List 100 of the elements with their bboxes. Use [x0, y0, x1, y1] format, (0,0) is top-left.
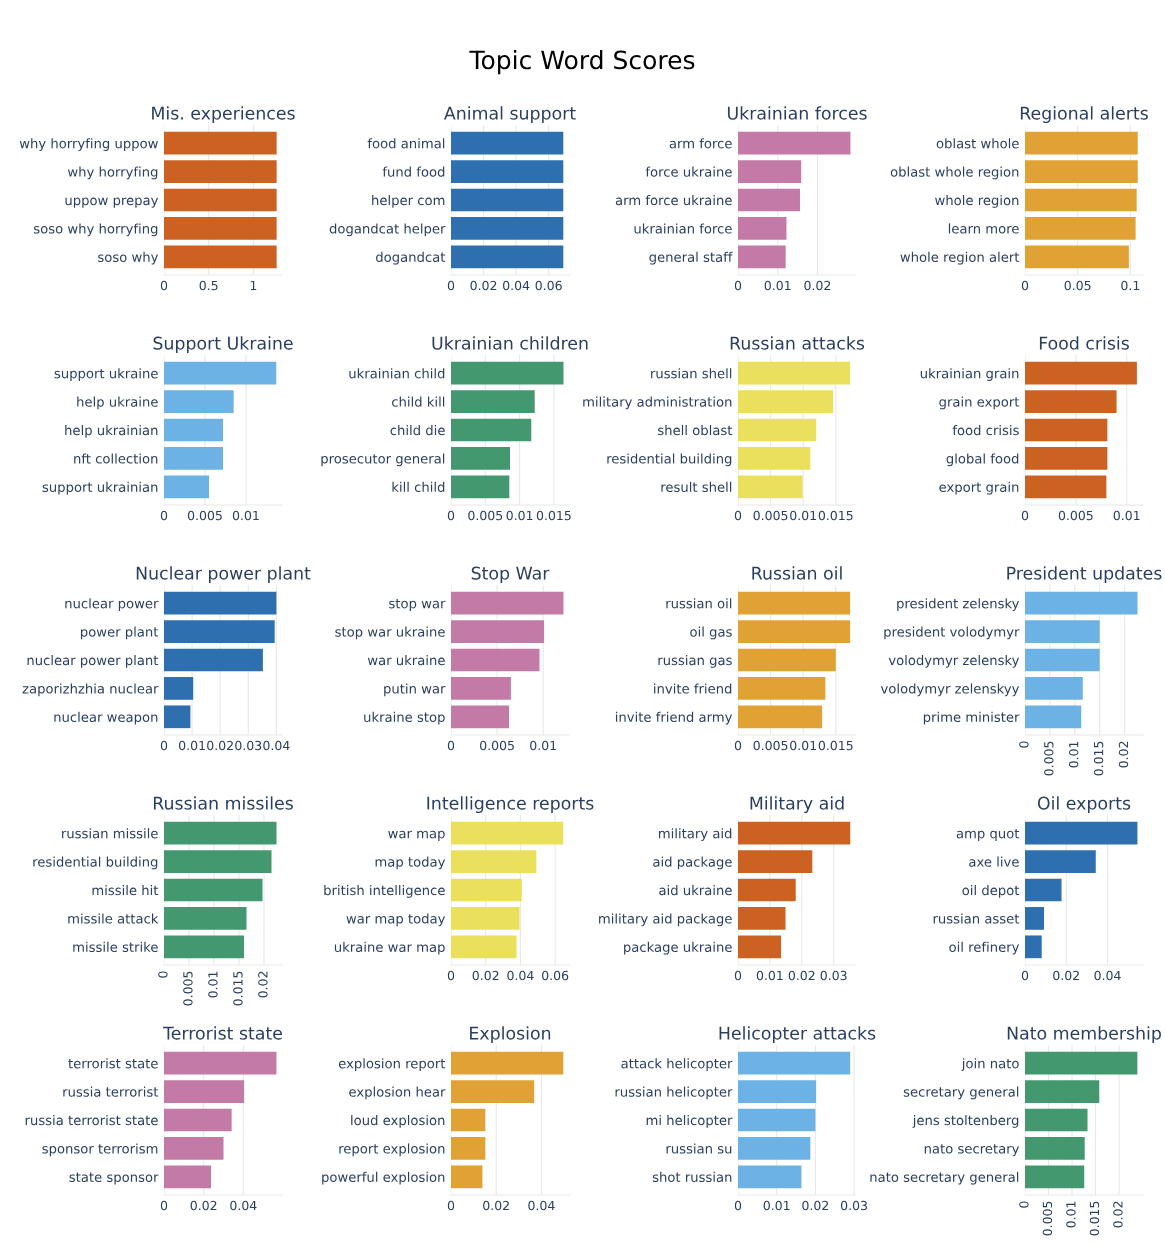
- chart-title: Nuclear power plant: [136, 566, 311, 584]
- y-tick-label: nato secretary general: [870, 1171, 1019, 1185]
- x-tick-label: 0.01: [764, 280, 791, 291]
- x-tick-label: 0: [160, 740, 168, 751]
- x-tick-label: 0.005: [480, 740, 514, 751]
- y-tick-label: export grain: [939, 481, 1019, 495]
- y-tick-label: mi helicopter: [646, 1114, 733, 1128]
- y-tick-label: dogandcat: [376, 251, 446, 265]
- bar: [451, 390, 535, 413]
- bar: [738, 705, 823, 729]
- y-tick-label: ukrainian child: [349, 368, 445, 379]
- bar: [164, 390, 234, 413]
- x-tick-label: 0.01: [506, 510, 533, 521]
- y-tick-label: nft collection: [74, 453, 158, 464]
- x-tick-label: 0.05: [1064, 280, 1091, 291]
- chart-title: Intelligence reports: [427, 796, 594, 814]
- bar: [738, 935, 782, 959]
- x-tick-label: 0.005: [183, 971, 193, 1006]
- x-tick-label: 0: [1021, 510, 1029, 521]
- y-tick-label: volodymyr zelenskyy: [880, 683, 1020, 697]
- bar: [1025, 1165, 1085, 1189]
- x-tick-label: 0.02: [788, 970, 815, 981]
- chart-title: Animal support: [444, 106, 576, 124]
- x-tick-label: 0: [734, 740, 742, 751]
- y-tick-label: power plant: [81, 626, 159, 640]
- bar: [164, 447, 223, 470]
- y-tick-label: jens stoltenberg: [912, 1114, 1019, 1128]
- chart-title: Russian attacks: [730, 336, 865, 350]
- x-tick-label: 0.015: [818, 740, 853, 751]
- y-tick-label: report explosion: [339, 1143, 445, 1157]
- bar: [451, 475, 510, 499]
- x-tick-label: 0.02: [1053, 970, 1079, 981]
- bar: [738, 361, 851, 385]
- y-tick-label: invite friend army: [615, 711, 733, 725]
- y-tick-label: russian helicopter: [615, 1086, 733, 1100]
- bar: [738, 821, 851, 845]
- y-tick-label: general staff: [649, 251, 733, 265]
- y-tick-label: help ukrainian: [65, 424, 158, 438]
- x-tick-label: 0.02: [802, 1200, 829, 1211]
- x-tick-label: 0.005: [468, 510, 503, 521]
- y-tick-label: helper com: [372, 194, 445, 208]
- bar: [451, 1137, 486, 1160]
- bar: [1025, 188, 1137, 212]
- x-tick-label: 0.015: [1093, 741, 1104, 776]
- x-tick-label: 0: [1021, 970, 1029, 981]
- y-tick-label: military aid: [658, 828, 732, 841]
- x-tick-label: 0.005: [753, 510, 788, 521]
- y-tick-label: support ukraine: [54, 368, 158, 381]
- x-tick-label: 0.015: [1089, 1201, 1100, 1236]
- y-tick-label: war map today: [346, 913, 446, 927]
- bar: [1025, 677, 1083, 700]
- x-tick-label: 0.02: [472, 970, 499, 981]
- x-tick-label: 0: [447, 280, 455, 291]
- chart-title: Ukrainian forces: [727, 106, 867, 120]
- bar: [738, 878, 796, 902]
- y-tick-label: axe live: [969, 856, 1019, 867]
- x-tick-label: 0.02: [258, 971, 268, 998]
- bar: [451, 1080, 535, 1103]
- y-tick-label: learn more: [948, 223, 1019, 234]
- y-tick-label: why horryfing: [67, 166, 158, 180]
- y-tick-label: whole region: [935, 194, 1019, 208]
- bar: [738, 591, 851, 615]
- y-tick-label: join nato: [961, 1058, 1019, 1071]
- bar: [1025, 850, 1096, 873]
- y-tick-label: child die: [390, 424, 445, 436]
- y-tick-label: ukraine war map: [334, 941, 445, 955]
- bar: [738, 160, 802, 183]
- bar: [164, 935, 244, 959]
- x-tick-label: 0: [447, 510, 455, 521]
- chart-title: Oil exports: [1037, 796, 1131, 814]
- x-tick-label: 0.03: [820, 970, 847, 981]
- bar: [1025, 217, 1136, 240]
- bar: [164, 1080, 245, 1103]
- chart-title: Military aid: [750, 796, 844, 814]
- y-tick-label: aid package: [653, 856, 732, 870]
- y-tick-label: president volodymyr: [884, 626, 1020, 640]
- bar: [451, 878, 522, 902]
- bar: [738, 1080, 817, 1103]
- bar: [1025, 907, 1044, 930]
- y-tick-label: attack helicopter: [621, 1058, 733, 1071]
- chart-title: Terrorist state: [163, 1026, 282, 1040]
- x-tick-label: 0.02: [470, 280, 497, 291]
- bar: [738, 648, 836, 672]
- bar: [164, 1137, 224, 1160]
- x-tick-label: 0.04: [507, 970, 534, 981]
- bar: [1025, 1108, 1088, 1132]
- y-tick-label: war ukraine: [367, 654, 445, 666]
- x-tick-label: 0: [734, 970, 742, 981]
- y-tick-label: fund food: [382, 166, 445, 177]
- bar: [164, 475, 210, 499]
- bar: [1025, 131, 1138, 155]
- x-tick-label: 0.02: [207, 740, 233, 751]
- y-tick-label: russian oil: [666, 598, 732, 609]
- x-tick-label: 0.005: [1042, 1201, 1053, 1236]
- y-tick-label: oil depot: [962, 884, 1020, 898]
- x-tick-label: 0.03: [840, 1200, 867, 1211]
- x-tick-label: 1: [250, 280, 257, 291]
- x-tick-label: 0.005: [753, 740, 788, 751]
- y-tick-label: nuclear power: [65, 598, 159, 611]
- x-tick-label: 0.005: [1044, 741, 1054, 776]
